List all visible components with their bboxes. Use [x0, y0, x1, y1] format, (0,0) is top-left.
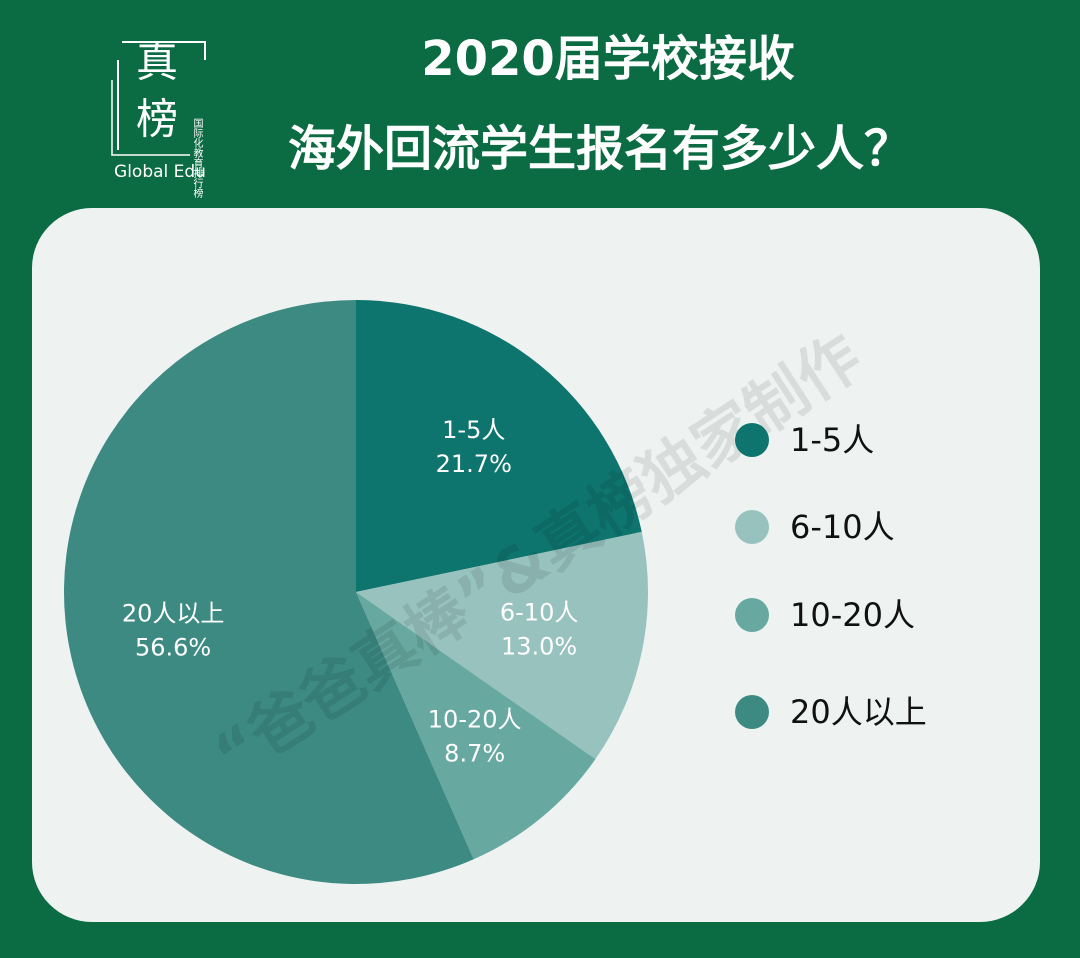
pie-slice	[63, 300, 474, 885]
logo-frame	[117, 41, 206, 150]
legend-marker	[735, 598, 769, 632]
slice-value-label: 56.6%	[135, 633, 211, 661]
logo-char: 真	[136, 38, 178, 87]
legend-marker	[735, 510, 769, 544]
logo-tagline: 国际化教育排行榜	[191, 118, 203, 199]
logo-char: 榜	[136, 95, 178, 144]
legend-label: 1-5人	[790, 421, 874, 459]
slice-value-label: 8.7%	[444, 739, 505, 767]
logo-brand: Global Edu	[114, 162, 206, 182]
slice-value-label: 21.7%	[436, 450, 512, 478]
slice-category-label: 1-5人	[442, 416, 505, 444]
legend-label: 20人以上	[790, 693, 927, 731]
slice-category-label: 6-10人	[500, 598, 578, 626]
chart-title: 2020届学校接收	[421, 31, 795, 87]
legend-marker	[735, 695, 769, 729]
pie-slice	[356, 592, 596, 860]
legend-label: 10-20人	[790, 596, 915, 634]
logo-frame	[111, 80, 190, 156]
slice-value-label: 13.0%	[501, 632, 577, 660]
chart-subtitle: 海外回流学生报名有多少人？	[288, 121, 912, 177]
logo: 真 榜 国际化教育排行榜 Global Edu	[111, 38, 206, 199]
legend: 1-5人 6-10人 10-20人 20人以上	[735, 421, 927, 731]
slice-category-label: 20人以上	[122, 599, 225, 627]
legend-label: 6-10人	[790, 508, 895, 546]
pie: 1-5人 21.7% 6-10人 13.0% 10-20人 8.7% 20人以上 56.6%	[63, 300, 648, 885]
pie-slice	[356, 531, 648, 760]
slice-category-label: 10-20人	[428, 705, 522, 733]
legend-marker	[735, 423, 769, 457]
pie-slice	[356, 300, 642, 592]
